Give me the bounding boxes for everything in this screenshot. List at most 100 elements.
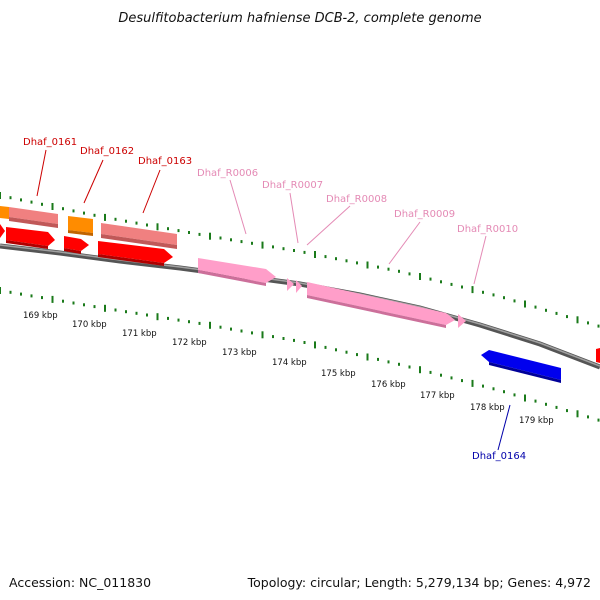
minor-tick	[146, 223, 148, 227]
minor-tick	[41, 296, 43, 300]
gene-dhaf-0163-cds[interactable]	[98, 241, 173, 266]
gene-label[interactable]: Dhaf_0161	[23, 137, 77, 148]
minor-tick	[335, 348, 337, 352]
gene-label[interactable]: Dhaf_0164	[472, 451, 526, 462]
minor-tick	[72, 209, 75, 213]
major-tick	[366, 353, 369, 361]
gene-dhaf-r0008-feature[interactable]	[296, 280, 302, 293]
kbp-label: 174 kbp	[272, 358, 307, 368]
minor-tick	[20, 292, 22, 296]
kbp-label: 173 kbp	[222, 348, 257, 358]
minor-tick	[555, 405, 558, 409]
kbp-label: 170 kbp	[72, 320, 107, 330]
minor-tick	[135, 311, 138, 315]
minor-tick	[240, 329, 243, 333]
minor-tick	[450, 282, 453, 286]
gene-label[interactable]: Dhaf_R0006	[197, 168, 258, 179]
inner-tick-ring	[0, 287, 600, 422]
gene-label[interactable]: Dhaf_R0009	[394, 209, 455, 220]
gene-dhaf-r0006-feature[interactable]	[198, 258, 276, 286]
minor-tick	[114, 217, 117, 221]
minor-tick	[482, 384, 484, 388]
minor-tick	[324, 345, 327, 349]
major-tick	[261, 241, 264, 249]
minor-tick	[167, 227, 169, 231]
gene-label[interactable]: Dhaf_0162	[80, 146, 134, 157]
minor-tick	[146, 313, 148, 317]
minor-tick	[345, 259, 348, 263]
minor-tick	[356, 261, 358, 265]
minor-tick	[482, 290, 484, 294]
orange-gene-mid[interactable]	[68, 216, 93, 236]
minor-tick	[135, 221, 138, 225]
minor-tick	[545, 308, 547, 312]
gene-dhaf-0163-feature[interactable]	[101, 223, 177, 249]
minor-tick	[450, 376, 453, 380]
minor-tick	[62, 299, 64, 303]
kbp-label: 172 kbp	[172, 338, 207, 348]
major-tick	[419, 273, 421, 280]
gene-dhaf-0161-cds[interactable]	[6, 227, 55, 249]
minor-tick	[587, 321, 589, 325]
minor-tick	[230, 238, 232, 242]
minor-tick	[293, 338, 295, 342]
genome-backbone	[0, 243, 600, 370]
gene-label[interactable]: Dhaf_R0007	[262, 180, 323, 191]
major-tick	[471, 286, 474, 294]
kbp-label: 176 kbp	[371, 380, 406, 390]
gene-label[interactable]: Dhaf_R0010	[457, 224, 518, 235]
gene-label[interactable]: Dhaf_R0008	[326, 194, 387, 205]
minor-tick	[293, 249, 295, 252]
minor-tick	[545, 402, 547, 406]
minor-tick	[177, 318, 180, 322]
major-tick	[576, 316, 579, 324]
major-tick	[156, 313, 159, 321]
gene-dhaf-r0007-feature[interactable]	[287, 278, 294, 291]
minor-tick	[440, 373, 442, 377]
minor-tick	[461, 285, 463, 289]
minor-tick	[513, 299, 516, 303]
gene-dhaf-0161-feature[interactable]	[9, 207, 58, 228]
minor-tick	[492, 387, 495, 391]
minor-tick	[167, 316, 169, 320]
kbp-label: 179 kbp	[519, 416, 554, 426]
minor-tick	[429, 277, 432, 281]
minor-tick	[335, 257, 337, 261]
major-tick	[366, 261, 369, 269]
minor-tick	[198, 321, 201, 325]
minor-tick	[597, 324, 600, 328]
minor-tick	[377, 357, 379, 361]
minor-tick	[503, 296, 505, 300]
kbp-label: 171 kbp	[122, 329, 157, 339]
major-tick	[314, 251, 316, 258]
gene-dhaf-r0010-feature[interactable]	[458, 314, 466, 328]
gene-label[interactable]: Dhaf_0163	[138, 156, 192, 167]
gene-dhaf-0162-cds[interactable]	[64, 236, 89, 254]
minor-tick	[114, 308, 117, 312]
kbp-label: 169 kbp	[23, 311, 58, 321]
minor-tick	[398, 362, 400, 366]
minor-tick	[125, 310, 127, 314]
minor-tick	[62, 207, 64, 211]
kbp-label: 177 kbp	[420, 391, 455, 401]
cds-arrow-left-small[interactable]	[0, 224, 5, 238]
minor-tick	[534, 305, 537, 309]
minor-tick	[566, 315, 568, 319]
minor-tick	[587, 415, 589, 419]
minor-tick	[9, 290, 12, 294]
accession-text: Accession: NC_011830	[9, 575, 151, 590]
minor-tick	[534, 399, 537, 403]
minor-tick	[566, 409, 568, 413]
cds-red-right-edge[interactable]	[596, 348, 600, 363]
minor-tick	[125, 219, 127, 223]
minor-tick	[93, 213, 96, 217]
minor-tick	[503, 390, 505, 394]
gene-dhaf-0164-feature[interactable]	[481, 350, 561, 383]
major-tick	[156, 223, 159, 231]
minor-tick	[251, 241, 253, 245]
minor-tick	[303, 250, 306, 254]
major-tick	[314, 341, 316, 349]
gene-dhaf-r0009-feature[interactable]	[307, 282, 455, 328]
minor-tick	[20, 198, 22, 202]
orange-gene-left-edge[interactable]	[0, 206, 9, 219]
